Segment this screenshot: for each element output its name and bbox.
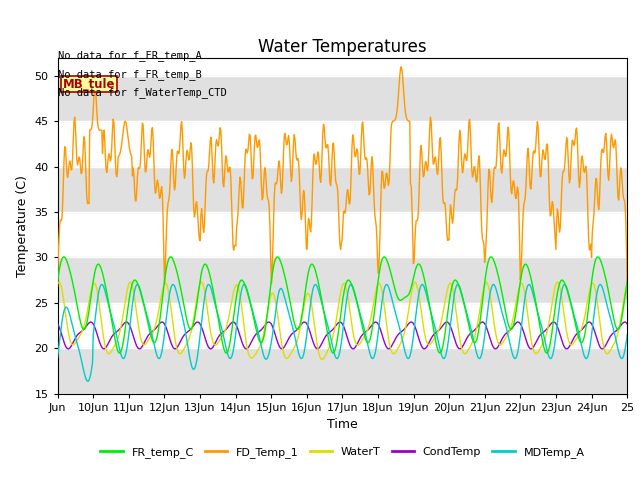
Bar xyxy=(58,76,627,121)
Text: No data for f_WaterTemp_CTD: No data for f_WaterTemp_CTD xyxy=(58,87,227,98)
Legend: FR_temp_C, FD_Temp_1, WaterT, CondTemp, MDTemp_A: FR_temp_C, FD_Temp_1, WaterT, CondTemp, … xyxy=(96,443,589,463)
Text: No data for f_FR_temp_A: No data for f_FR_temp_A xyxy=(58,50,202,61)
Bar xyxy=(58,348,627,394)
Text: No data for f_FR_temp_B: No data for f_FR_temp_B xyxy=(58,69,202,80)
Text: MB_tule: MB_tule xyxy=(63,78,115,91)
Bar xyxy=(58,257,627,303)
X-axis label: Time: Time xyxy=(327,418,358,431)
Title: Water Temperatures: Water Temperatures xyxy=(258,38,427,56)
Bar xyxy=(58,167,627,212)
Y-axis label: Temperature (C): Temperature (C) xyxy=(16,175,29,276)
